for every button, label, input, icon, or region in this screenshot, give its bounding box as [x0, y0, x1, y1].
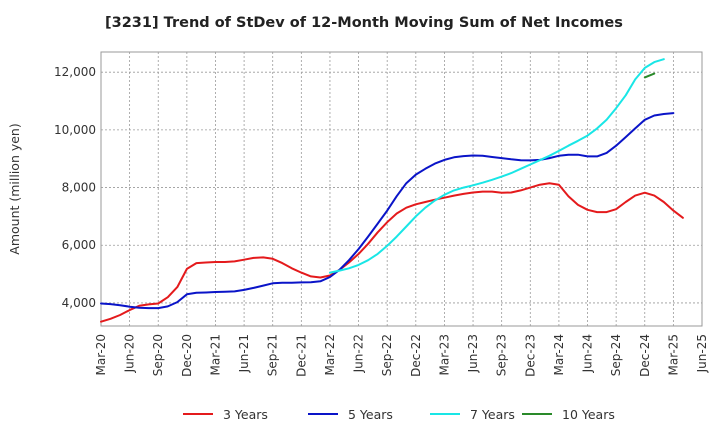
legend-label: 3 Years — [223, 407, 268, 422]
x-tick-label: Mar-23 — [437, 334, 451, 375]
y-gridlines — [101, 71, 702, 304]
x-tick-label: Dec-21 — [294, 334, 308, 377]
legend-label: 10 Years — [562, 407, 615, 422]
x-tick-label: Jun-24 — [581, 334, 595, 373]
x-tick-label: Mar-20 — [94, 334, 108, 375]
x-tick-label: Jun-20 — [123, 334, 137, 373]
x-tick-label: Sep-22 — [380, 334, 394, 376]
x-tick-label: Dec-23 — [523, 334, 537, 377]
x-tick-label: Dec-24 — [638, 334, 652, 377]
y-tick-label: 12,000 — [54, 65, 96, 79]
x-tick-label: Mar-21 — [208, 334, 222, 375]
legend: 3 Years 5 Years 7 Years 10 Years — [183, 407, 615, 422]
y-axis-label: Amount (million yen) — [7, 123, 22, 254]
x-tick-label: Mar-24 — [552, 334, 566, 375]
x-tick-label: Sep-23 — [495, 334, 509, 376]
x-tick-label: Mar-22 — [323, 334, 337, 375]
y-tick-label: 4,000 — [62, 296, 96, 310]
chart-title: [3231] Trend of StDev of 12-Month Moving… — [105, 15, 623, 31]
x-tick-label: Jun-21 — [237, 334, 251, 373]
legend-label: 7 Years — [470, 407, 515, 422]
series-line-5-years — [100, 112, 675, 310]
x-tick-label: Sep-21 — [266, 334, 280, 376]
x-tick-labels: Mar-20 Jun-20 Sep-20 Dec-20 Mar-21 Jun-21 Sep-… — [94, 334, 709, 377]
y-tick-label: 6,000 — [62, 238, 96, 252]
series-line-10-years — [643, 72, 656, 79]
series-lines — [100, 58, 684, 323]
y-tick-label: 8,000 — [62, 181, 96, 195]
x-gridlines — [100, 52, 703, 326]
series-line-3-years — [100, 182, 684, 323]
x-tick-label: Jun-23 — [466, 334, 480, 373]
x-tick-label: Jun-25 — [695, 334, 709, 373]
legend-label: 5 Years — [348, 407, 393, 422]
x-tick-label: Jun-22 — [352, 334, 366, 373]
x-tick-label: Mar-25 — [666, 334, 680, 375]
y-tick-label: 10,000 — [54, 123, 96, 137]
x-tick-label: Dec-20 — [180, 334, 194, 377]
x-tick-label: Dec-22 — [409, 334, 423, 377]
x-tick-label: Sep-20 — [151, 334, 165, 376]
series-line-7-years — [329, 58, 665, 274]
y-tick-labels: 4,000 6,000 8,000 10,000 12,000 — [54, 65, 96, 310]
x-tick-label: Sep-24 — [609, 334, 623, 376]
